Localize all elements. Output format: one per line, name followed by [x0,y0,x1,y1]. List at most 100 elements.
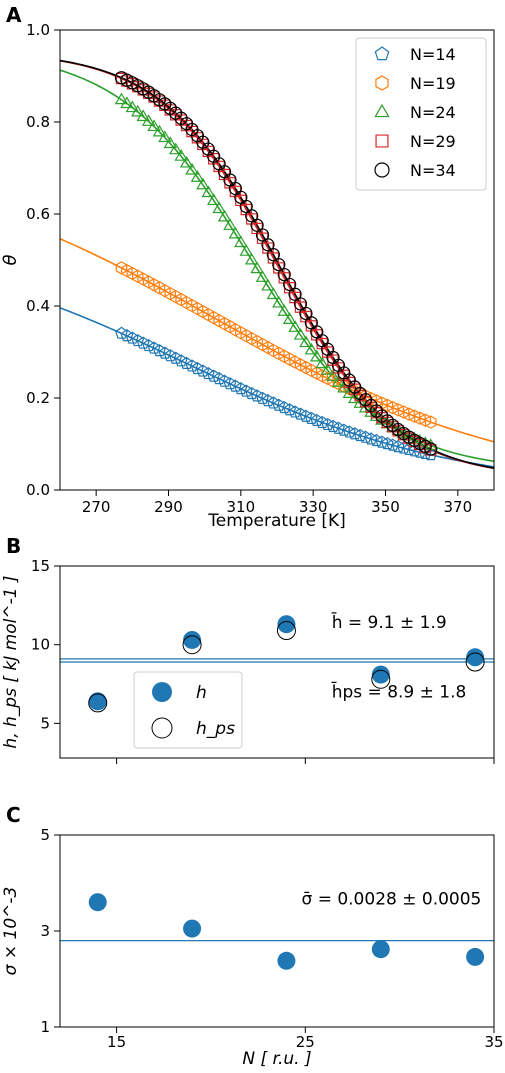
x-tick-label: 25 [296,1033,315,1051]
data-point [424,415,437,429]
panel-a-frame [59,29,495,491]
data-point [218,168,231,181]
legend-marker-h [152,682,172,702]
x-tick-label: 35 [484,1033,503,1051]
data-point [179,155,194,168]
data-point [206,193,221,206]
legend-marker [375,75,389,91]
data-point [424,442,438,456]
data-point [337,423,351,436]
data-point [391,440,405,453]
legend-marker [374,103,390,118]
panel-c-xlabel: N [ r.u. ] [242,1049,311,1069]
data-point [359,430,373,443]
data-point [348,391,362,404]
data-point-hps [88,693,108,713]
y-tick-label: 1 [40,1018,50,1036]
data-point [311,329,323,341]
data-point [419,413,432,427]
data-point [353,428,367,442]
data-point [316,337,328,350]
data-point [326,419,340,432]
panel-b-ylabel: h, h_ps [ kJ mol^-1 ] [1,575,21,748]
data-point-h [183,630,202,649]
panel-c-annotation: σ̄ = 0.0028 ± 0.0005 [302,890,482,910]
data-point-h [466,648,485,667]
y-tick-label: 15 [31,557,50,575]
x-tick-label: 370 [444,498,473,516]
data-point [250,261,264,274]
data-point [201,185,216,198]
data-point [305,320,318,332]
data-point [158,130,172,143]
data-point-h [88,692,107,711]
data-point [304,411,318,424]
data-point [245,213,258,225]
y-tick-label: 1.0 [26,21,50,39]
data-point [321,346,334,358]
panel-b-annotation-h: h̄ = 9.1 ± 1.9 [331,611,446,633]
data-point [331,375,346,387]
data-point [190,170,205,182]
data-point [213,160,225,173]
data-point [414,411,426,425]
data-point [315,415,329,429]
data-point [364,432,378,445]
data-point [403,407,415,421]
panel-c-frame [59,834,495,1028]
legend-label: N=29 [410,132,456,151]
data-point [321,417,335,431]
x-tick-label: 350 [371,498,400,516]
data-point [239,244,253,256]
data-point-sigma [466,947,485,966]
data-point [174,149,188,161]
data-point [168,142,183,155]
data-point-h [371,665,390,684]
legend-label-h: h [196,683,207,703]
data-point [277,267,291,282]
x-tick-label: 270 [82,498,111,516]
data-point [326,369,340,381]
data-point [272,295,286,308]
data-point [392,403,404,417]
data-point [320,363,335,375]
legend-marker [375,134,389,148]
data-point [152,124,167,137]
panel-a-label: A [6,3,22,27]
data-point [147,119,161,132]
data-point [397,405,410,419]
panel-a-legend: N=14 N=19 N=24 N=29 N=34 [355,37,487,191]
data-point [255,270,270,282]
x-tick-label: 310 [227,498,256,516]
panel-b-frame [59,565,495,759]
data-point-hps [465,652,485,672]
data-point [234,235,248,248]
data-point [283,277,297,292]
data-point [408,409,421,423]
data-point-sigma [88,893,107,912]
y-tick-label: 0.2 [26,389,50,407]
data-point [185,162,199,175]
data-point [299,409,313,422]
data-point [261,278,275,291]
y-tick-label: 10 [31,636,50,654]
data-point [217,209,232,222]
data-point [212,201,226,214]
data-point [255,228,270,242]
legend-label: N=34 [410,161,456,180]
data-point [125,100,140,113]
legend-label: N=24 [410,103,456,122]
legend-marker [374,46,390,61]
panel-a-xlabel: Temperature [K] [207,511,346,531]
data-point [228,226,243,239]
x-tick-label: 290 [154,498,183,516]
data-point [375,435,389,448]
data-point [304,342,319,355]
data-point-hps [276,621,296,641]
data-point [229,185,242,198]
data-point [370,433,383,447]
data-point [244,252,259,265]
data-point [196,177,210,190]
